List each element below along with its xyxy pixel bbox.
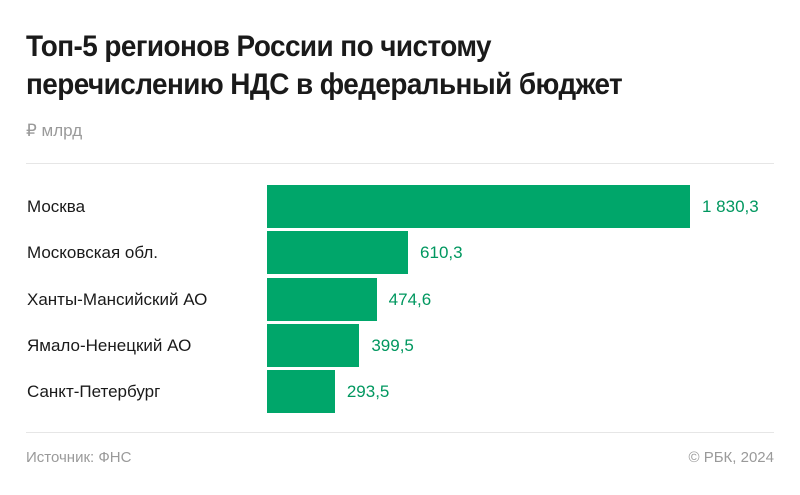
unit-label: ₽ млрд: [26, 121, 83, 140]
bar: [267, 231, 409, 275]
chart-title-line-1: Топ-5 регионов России по чистому: [26, 30, 492, 63]
bar: [267, 370, 335, 414]
chart-title-line-2: перечислению НДС в федеральный бюджет: [26, 68, 623, 101]
category-label: Ямало-Ненецкий АО: [27, 335, 192, 355]
bar: [267, 185, 690, 228]
chart-title: Топ-5 регионов России по чистому перечис…: [26, 28, 733, 104]
bar-row: Санкт-Петербург 293,5: [0, 370, 800, 414]
category-label: Московская обл.: [27, 243, 158, 263]
bar: [267, 277, 377, 321]
category-label: Ханты-Мансийский АО: [27, 289, 208, 309]
category-label: Санкт-Петербург: [27, 382, 161, 402]
bar: [267, 323, 360, 367]
bar-row: Ямало-Ненецкий АО 399,5: [0, 323, 800, 367]
bottom-divider: [26, 432, 774, 433]
value-label: 474,6: [388, 289, 432, 309]
value-label: 1 830,3: [702, 197, 759, 216]
category-label: Москва: [27, 197, 86, 216]
bar-row: Московская обл. 610,3: [0, 231, 800, 275]
value-label: 610,3: [420, 243, 463, 263]
top-divider: [26, 163, 774, 164]
value-label: 399,5: [371, 335, 414, 355]
bar-row: Москва 1 830,3: [0, 185, 800, 228]
copyright: © РБК, 2024: [688, 449, 774, 466]
source-note: Источник: ФНС: [26, 449, 132, 466]
value-label: 293,5: [346, 382, 390, 402]
bar-row: Ханты-Мансийский АО 474,6: [0, 277, 800, 321]
